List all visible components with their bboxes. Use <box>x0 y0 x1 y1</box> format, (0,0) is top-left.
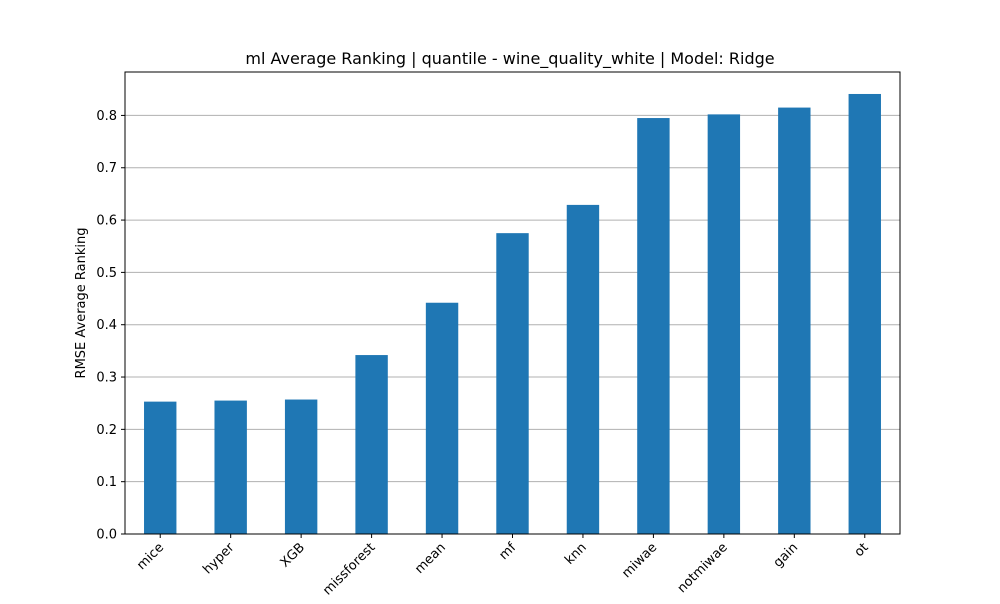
bar-mean <box>425 302 459 534</box>
x-tick-label: notmiwae <box>675 540 731 596</box>
y-tick-label: 0.4 <box>96 318 117 333</box>
bar-XGB <box>284 399 318 534</box>
bar-gain <box>778 107 811 535</box>
x-tick-label: missforest <box>320 540 378 598</box>
y-axis-ticks: 0.0 0.1 0.2 0.3 0.4 0.5 0.6 0.7 0.8 <box>96 109 125 543</box>
y-axis-label: RMSE Average Ranking <box>74 228 89 379</box>
x-axis-ticks: mice hyper XGB missforest mean mf knn miwae notm… <box>134 534 872 598</box>
x-tick-label: ot <box>852 540 872 560</box>
bar-mice <box>144 401 177 534</box>
y-tick-label: 0.1 <box>96 475 117 490</box>
chart-title: ml Average Ranking | quantile - wine_qua… <box>245 49 774 69</box>
x-tick-label: XGB <box>278 540 308 570</box>
bar-miwae <box>637 118 670 535</box>
x-tick-label: mean <box>412 540 449 577</box>
x-tick-label: mf <box>497 540 520 563</box>
bar-ot <box>848 93 881 534</box>
y-tick-label: 0.8 <box>96 109 117 124</box>
x-tick-label: knn <box>562 540 590 568</box>
bar-hyper <box>214 400 247 534</box>
x-tick-label: miwae <box>619 540 660 581</box>
x-tick-label: mice <box>134 540 167 573</box>
y-tick-label: 0.6 <box>96 214 117 229</box>
y-tick-label: 0.3 <box>96 371 117 386</box>
bar-notmiwae <box>707 114 741 534</box>
y-tick-label: 0.0 <box>96 528 117 543</box>
bar-knn <box>566 204 600 534</box>
bar-mf <box>496 233 529 534</box>
x-tick-label: gain <box>771 540 801 570</box>
y-tick-label: 0.7 <box>96 161 117 176</box>
x-tick-label: hyper <box>200 540 238 578</box>
y-tick-label: 0.5 <box>96 266 117 281</box>
y-tick-label: 0.2 <box>96 423 117 438</box>
bar-missforest <box>355 355 388 534</box>
bars <box>144 93 881 535</box>
